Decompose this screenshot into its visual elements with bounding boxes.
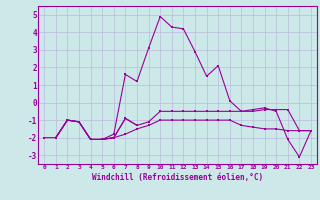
X-axis label: Windchill (Refroidissement éolien,°C): Windchill (Refroidissement éolien,°C) <box>92 173 263 182</box>
